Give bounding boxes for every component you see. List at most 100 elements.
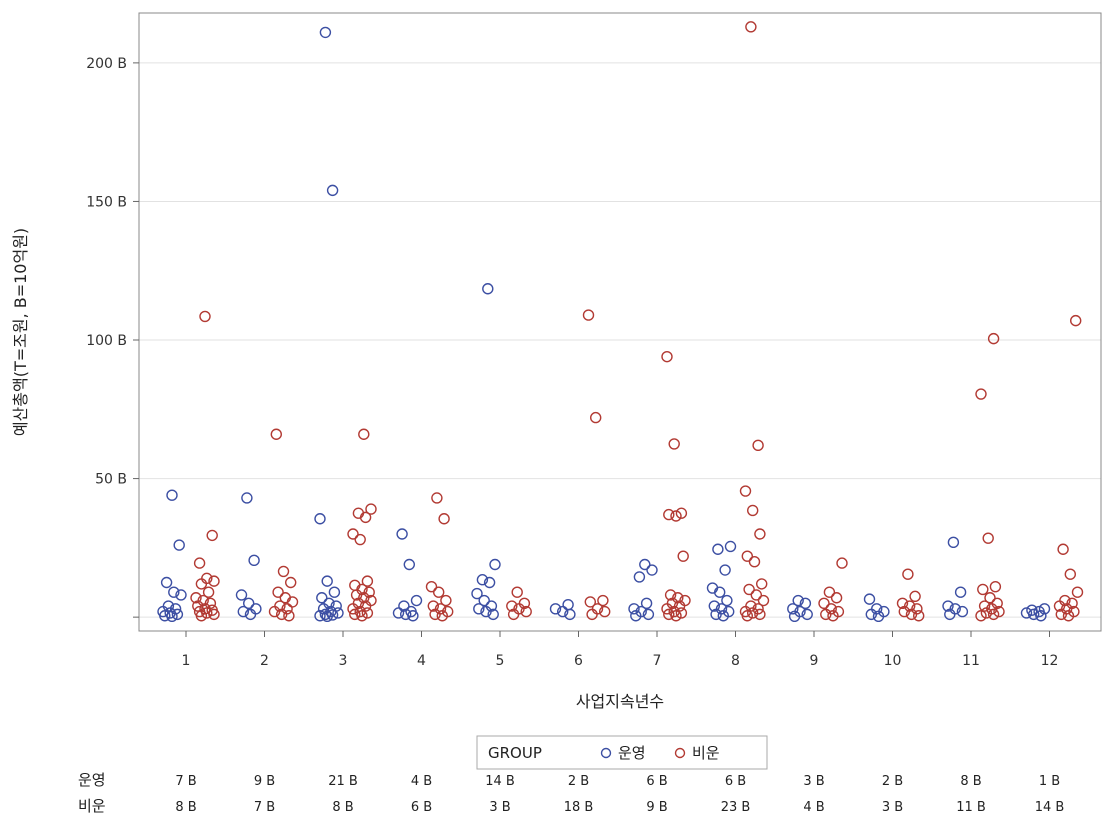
legend: GROUP 운영 비운: [476, 735, 768, 770]
table-row-label: 비운: [78, 797, 106, 815]
point-운영-2-17: [237, 605, 250, 618]
point-비운-11-129: [993, 605, 1005, 618]
point-운영-5-44: [476, 574, 489, 586]
table-cell: 1 B: [1039, 774, 1060, 789]
point-비운-8-94: [756, 578, 768, 590]
point-비운-3-43: [347, 603, 359, 615]
point-비운-2-17: [270, 428, 282, 440]
point-운영-11-88: [942, 600, 954, 612]
point-운영-9-75: [792, 594, 804, 607]
point-비운-3-46: [349, 608, 361, 621]
table-cell: 8 B: [175, 800, 196, 815]
point-비운-7-84: [675, 607, 688, 619]
y-axis-title: 예산총액(T=조원, B=10억원): [11, 228, 30, 436]
table-cell: 9 B: [254, 774, 275, 789]
point-비운-1-16: [195, 610, 208, 622]
point-비운-7-75: [670, 510, 682, 522]
point-비운-8-87: [745, 21, 757, 33]
point-운영-7-56: [639, 558, 651, 571]
point-비운-8-88: [752, 439, 764, 452]
point-운영-12-97: [1035, 610, 1047, 622]
point-운영-8-68: [714, 586, 726, 598]
point-비운-7-86: [670, 610, 682, 622]
point-운영-5-42: [482, 283, 494, 295]
point-비운-3-33: [354, 533, 366, 546]
point-운영-12-96: [1027, 608, 1040, 621]
point-운영-8-65: [712, 543, 724, 555]
point-운영-10-84: [865, 608, 877, 621]
point-운영-6-53: [549, 603, 562, 615]
point-비운-9-107: [818, 597, 830, 609]
point-운영-5-46: [471, 587, 483, 600]
x-tick-label: 4: [417, 653, 426, 669]
point-운영-2-13: [248, 554, 260, 567]
point-비운-8-102: [754, 608, 766, 621]
point-비운-9-104: [836, 557, 848, 569]
point-운영-4-39: [392, 607, 405, 619]
point-비운-7-71: [661, 350, 673, 363]
legend-marker-비운: [674, 747, 686, 759]
point-운영-9-80: [788, 610, 801, 623]
point-비운-11-125: [984, 592, 996, 604]
point-비운-1-6: [202, 586, 215, 598]
point-운영-9-77: [787, 603, 799, 615]
point-비운-3-45: [361, 607, 374, 619]
point-비운-1-5: [195, 578, 208, 590]
point-운영-10-85: [872, 610, 885, 623]
point-비운-3-34: [361, 575, 374, 587]
point-비운-3-38: [350, 589, 363, 601]
point-운영-3-33: [321, 610, 333, 623]
point-비운-3-28: [358, 428, 370, 440]
point-비운-11-121: [975, 388, 987, 400]
x-tick-label: 2: [260, 653, 269, 669]
point-비운-12-139: [1053, 600, 1066, 612]
point-비운-9-110: [820, 608, 832, 621]
point-비운-10-118: [905, 608, 918, 621]
point-비운-10-112: [902, 568, 914, 580]
legend-label-비운: 비운: [692, 744, 720, 762]
point-비운-2-22: [286, 596, 299, 608]
point-운영-11-91: [944, 608, 956, 621]
table-cell: 3 B: [803, 774, 824, 789]
point-비운-1-7: [190, 592, 202, 604]
point-운영-2-14: [235, 589, 248, 601]
table-cell: 6 B: [646, 774, 667, 789]
x-tick-label: 5: [496, 653, 505, 669]
point-비운-12-135: [1064, 568, 1077, 580]
point-비운-8-92: [741, 550, 753, 562]
point-운영-3-31: [326, 609, 339, 621]
point-비운-11-132: [975, 610, 987, 622]
point-운영-1-0: [166, 489, 178, 501]
point-비운-10-114: [896, 597, 909, 609]
x-tick-label: 7: [653, 653, 662, 669]
point-운영-12-92: [1038, 603, 1051, 615]
point-운영-3-29: [332, 607, 344, 619]
point-운영-7-58: [633, 571, 646, 583]
x-tick-label: 11: [962, 653, 980, 669]
point-비운-8-103: [741, 610, 753, 622]
point-비운-8-93: [748, 556, 761, 568]
point-운영-5-50: [480, 605, 492, 618]
point-운영-1-9: [171, 608, 184, 621]
point-비운-2-27: [283, 610, 295, 622]
point-운영-3-19: [319, 26, 332, 39]
x-tick-label: 10: [884, 653, 902, 669]
point-비운-3-32: [347, 528, 359, 540]
legend-marker-운영: [600, 747, 612, 759]
point-비운-5-60: [506, 600, 518, 612]
point-운영-8-74: [717, 610, 729, 622]
point-비운-2-18: [277, 565, 290, 578]
table-cell: 6 B: [725, 774, 746, 789]
point-비운-8-90: [747, 504, 759, 517]
point-운영-1-3: [168, 586, 180, 598]
point-운영-8-69: [721, 594, 733, 607]
legend-title: GROUP: [488, 744, 542, 762]
point-운영-3-22: [321, 575, 333, 587]
stats-table: 운영 7 B 9 B 21 B 4 B 14 B 2 B 6 B 6 B 3 B 2 B 8 B 1 B…: [78, 771, 1064, 815]
point-비운-1-0: [199, 310, 211, 323]
x-axis: 1 2 3 4 5 6 7 8 9 10 11 12: [182, 631, 1058, 669]
legend-label-운영: 운영: [618, 744, 646, 762]
point-비운-11-123: [989, 580, 1002, 593]
point-비운-4-52: [440, 594, 452, 607]
table-cell: 18 B: [564, 800, 594, 815]
